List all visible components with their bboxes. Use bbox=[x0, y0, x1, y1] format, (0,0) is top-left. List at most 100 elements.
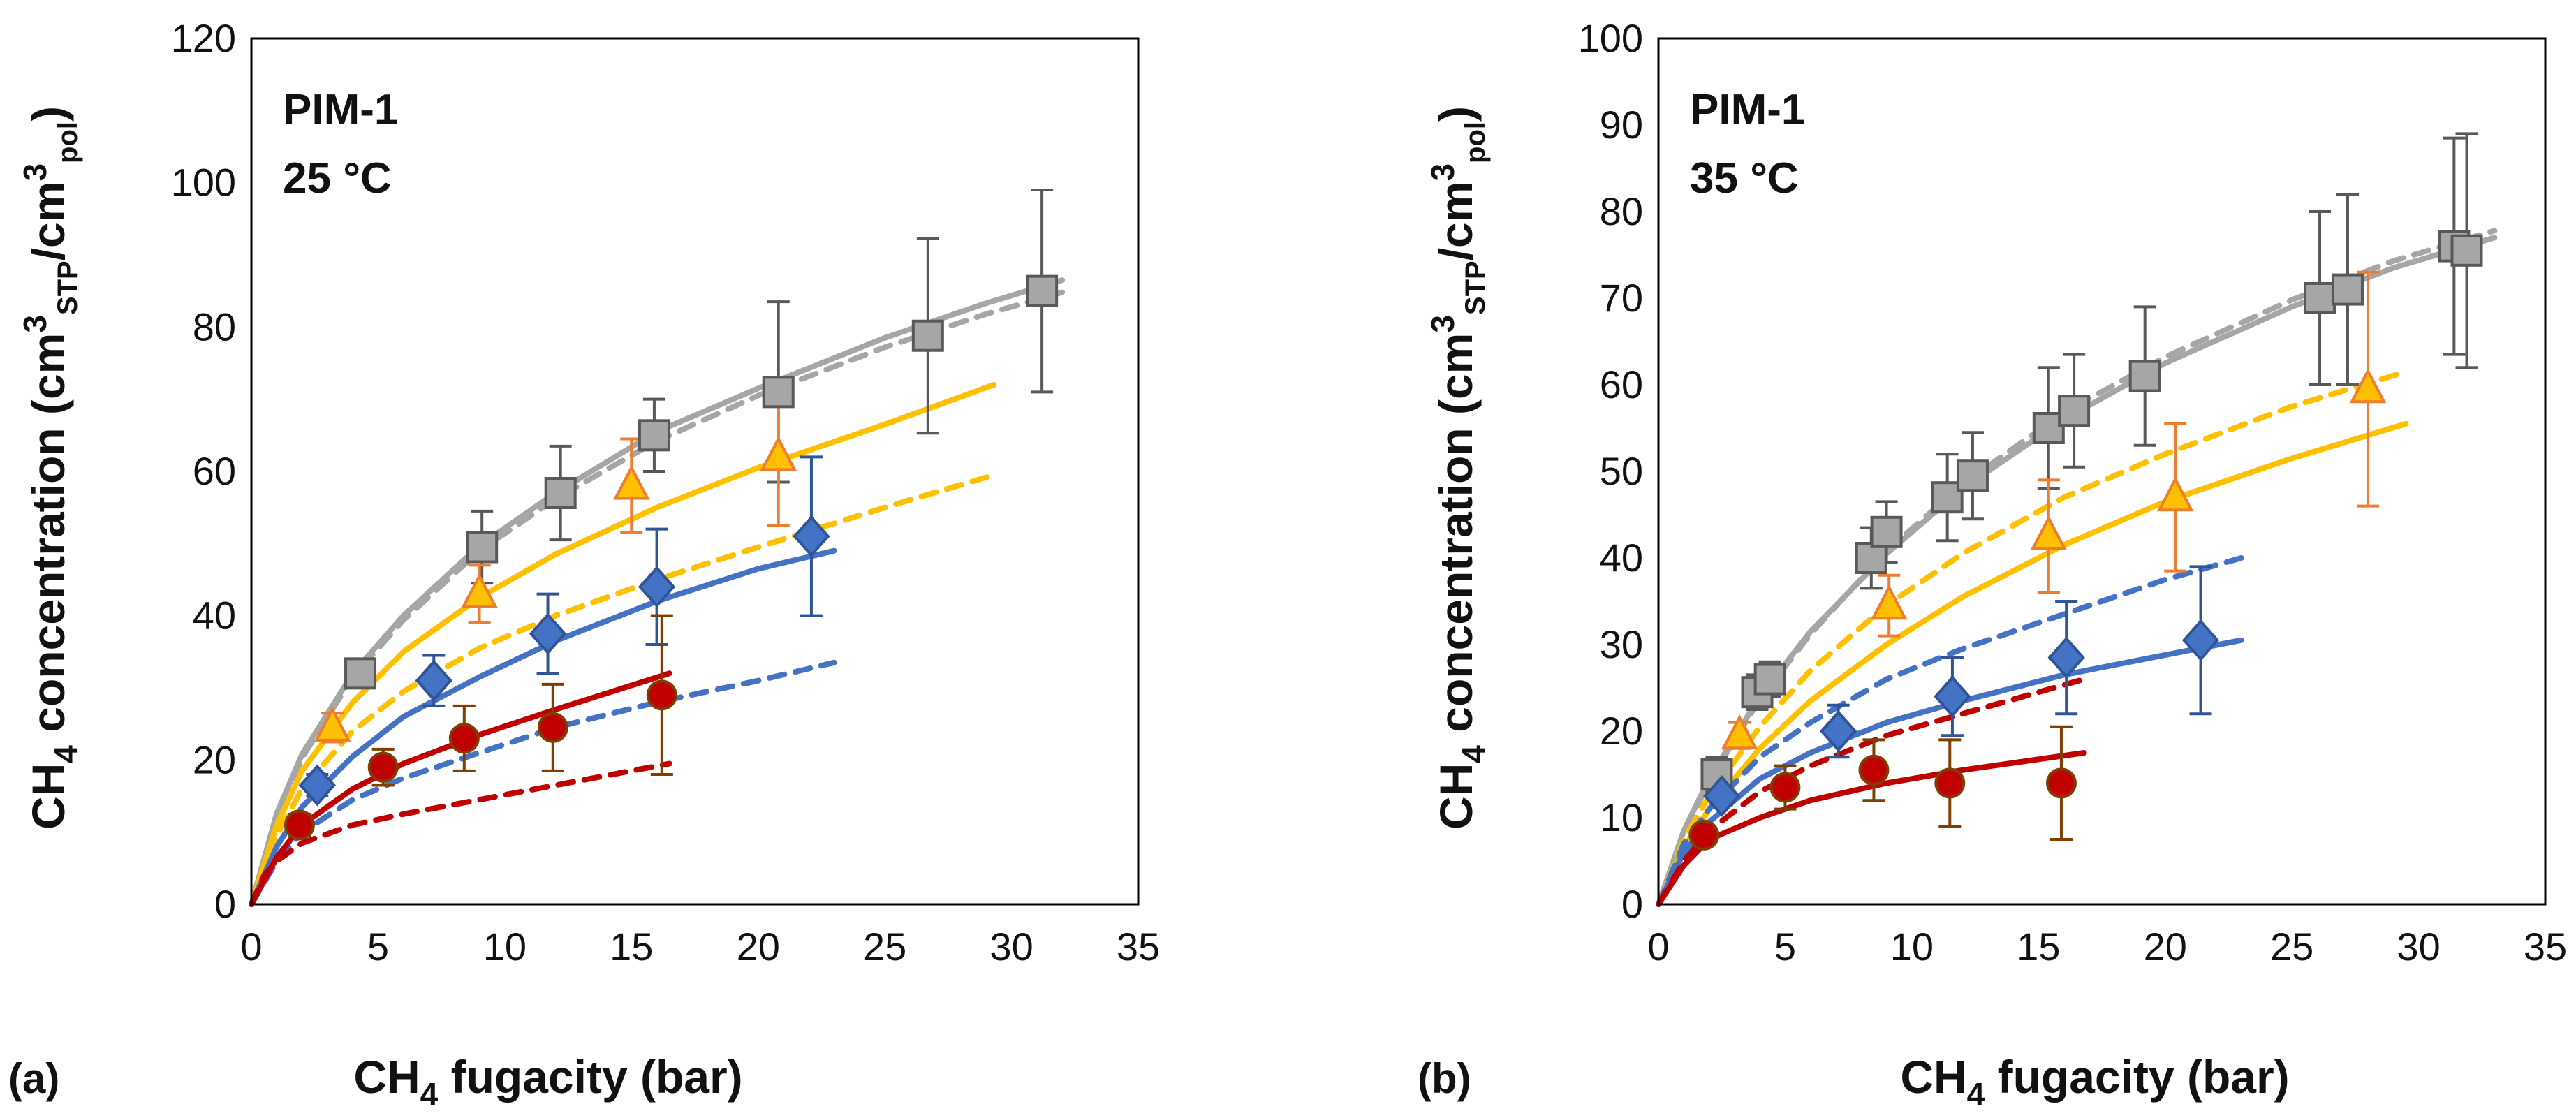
blue-diamond-point bbox=[1934, 675, 1971, 718]
gray-dashed-fit-line bbox=[249, 289, 1066, 907]
panel-label: (a) bbox=[8, 1055, 59, 1102]
blue-diamond-point bbox=[2047, 636, 2085, 679]
y-tick-label: 30 bbox=[1600, 622, 1643, 666]
y-tick-label: 0 bbox=[1621, 882, 1643, 926]
gray-square-point bbox=[638, 419, 670, 452]
orange-triangle-point bbox=[1870, 584, 1908, 620]
data-markers bbox=[1688, 230, 2483, 851]
orange-triangle-point bbox=[2156, 476, 2194, 512]
x-tick-label: 20 bbox=[737, 925, 780, 969]
red-circle-point bbox=[1688, 819, 1720, 851]
y-tick-label: 80 bbox=[193, 304, 236, 348]
red-circle-point bbox=[646, 679, 677, 711]
red-dashed-fit-line bbox=[1656, 676, 2087, 907]
y-tick-label: 60 bbox=[193, 449, 236, 493]
blue-diamond-point bbox=[529, 612, 567, 655]
gray-square-point bbox=[1753, 663, 1786, 696]
gray-square-point bbox=[544, 477, 577, 509]
x-tick-label: 15 bbox=[610, 925, 653, 969]
x-tick-label: 20 bbox=[2144, 925, 2187, 969]
x-tick-label: 35 bbox=[1117, 925, 1160, 969]
red-circle-point bbox=[1858, 754, 1890, 786]
chart-panel-b: 0 10 20 30 40 50 60 70 80 90 100 0 5 10 15 20 25 30 35 PI… bbox=[1418, 16, 2567, 1112]
orange-triangle-point bbox=[314, 706, 351, 742]
blue-diamond-point bbox=[415, 659, 452, 702]
red-circle-point bbox=[2045, 767, 2077, 799]
y-tick-labels: 0 20 40 60 80 100 120 bbox=[171, 16, 236, 926]
orange-triangle-point bbox=[612, 464, 650, 500]
orange-dashed-fit-line bbox=[1656, 369, 2409, 907]
x-tick-label: 5 bbox=[1774, 925, 1796, 969]
gray-square-point bbox=[1870, 515, 1903, 548]
x-tick-label: 25 bbox=[863, 925, 906, 969]
x-tick-label: 0 bbox=[1647, 925, 1669, 969]
y-tick-label: 20 bbox=[1600, 709, 1643, 753]
red-circle-point bbox=[284, 809, 315, 841]
blue-diamond-point bbox=[2181, 619, 2220, 661]
gray-square-point bbox=[762, 376, 795, 409]
red-circle-point bbox=[537, 712, 568, 743]
y-tick-label: 10 bbox=[1600, 795, 1643, 839]
red-circle-point bbox=[1769, 772, 1801, 803]
blue-diamond-point bbox=[298, 764, 337, 807]
x-axis-title: CH4 fugacity (bar) bbox=[1900, 1051, 2289, 1112]
red-circle-point bbox=[448, 723, 480, 754]
x-tick-label: 0 bbox=[240, 925, 262, 969]
gray-square-point bbox=[2304, 282, 2336, 314]
gray-square-point bbox=[2450, 234, 2483, 267]
gray-square-point bbox=[2128, 360, 2161, 392]
y-tick-label: 120 bbox=[171, 16, 236, 60]
x-tick-label: 35 bbox=[2524, 925, 2567, 969]
annotation-temperature: 25 °C bbox=[283, 154, 392, 203]
gray-square-point bbox=[2331, 273, 2364, 306]
y-tick-label: 70 bbox=[1600, 276, 1643, 320]
blue-diamond-point bbox=[1819, 709, 1857, 753]
x-tick-labels: 0 5 10 15 20 25 30 35 bbox=[1647, 925, 2567, 969]
y-tick-label: 80 bbox=[1600, 189, 1643, 233]
blue-diamond-point bbox=[793, 515, 830, 558]
y-tick-label: 40 bbox=[193, 594, 236, 638]
x-tick-label: 10 bbox=[1890, 925, 1934, 969]
y-tick-label: 60 bbox=[1600, 362, 1643, 406]
orange-triangle-point bbox=[760, 436, 797, 471]
x-tick-label: 30 bbox=[2397, 925, 2440, 969]
gray-square-point bbox=[911, 319, 944, 352]
gray-square-point bbox=[1855, 542, 1887, 574]
y-tick-label: 100 bbox=[171, 161, 236, 205]
y-axis-title: CH4 concentration (cm3STP/cm3pol) bbox=[1425, 106, 1492, 830]
gray-square-point bbox=[1026, 274, 1059, 307]
x-tick-label: 10 bbox=[483, 925, 527, 969]
y-axis-title: CH4 concentration (cm3STP/cm3pol) bbox=[17, 106, 84, 830]
chart-panel-a: 0 20 40 60 80 100 120 0 5 10 15 20 25 30 35 PIM-1 25 … bbox=[8, 16, 1160, 1112]
x-axis-title: CH4 fugacity (bar) bbox=[353, 1051, 742, 1112]
annotation-material: PIM-1 bbox=[1690, 86, 1805, 134]
annotation-material: PIM-1 bbox=[283, 86, 398, 134]
x-tick-label: 5 bbox=[367, 925, 389, 969]
blue-diamond-point bbox=[638, 566, 676, 608]
gray-square-point bbox=[1956, 459, 1989, 492]
y-tick-label: 20 bbox=[193, 737, 236, 781]
y-tick-label: 50 bbox=[1600, 449, 1643, 493]
blue-dashed-fit-line bbox=[249, 659, 837, 907]
red-circle-point bbox=[367, 751, 399, 783]
gray-square-point bbox=[2058, 395, 2091, 427]
x-tick-label: 30 bbox=[989, 925, 1033, 969]
annotation-temperature: 35 °C bbox=[1690, 154, 1799, 203]
panel-label: (b) bbox=[1418, 1055, 1471, 1102]
gray-square-point bbox=[466, 531, 499, 564]
y-tick-label: 90 bbox=[1600, 103, 1643, 147]
plot-frame bbox=[1657, 37, 2547, 906]
y-tick-label: 0 bbox=[214, 882, 236, 926]
data-markers bbox=[284, 274, 1059, 841]
red-circle-point bbox=[1934, 767, 1966, 799]
orange-triangle-point bbox=[1721, 714, 1758, 750]
y-tick-label: 100 bbox=[1578, 16, 1643, 60]
error-bars bbox=[288, 189, 1054, 837]
x-tick-label: 25 bbox=[2270, 925, 2313, 969]
orange-triangle-point bbox=[2349, 367, 2387, 404]
y-tick-labels: 0 10 20 30 40 50 60 70 80 90 100 bbox=[1578, 16, 1643, 926]
red-dashed-fit-line bbox=[249, 760, 672, 907]
y-tick-label: 40 bbox=[1600, 536, 1643, 580]
plot-frame bbox=[250, 37, 1140, 906]
